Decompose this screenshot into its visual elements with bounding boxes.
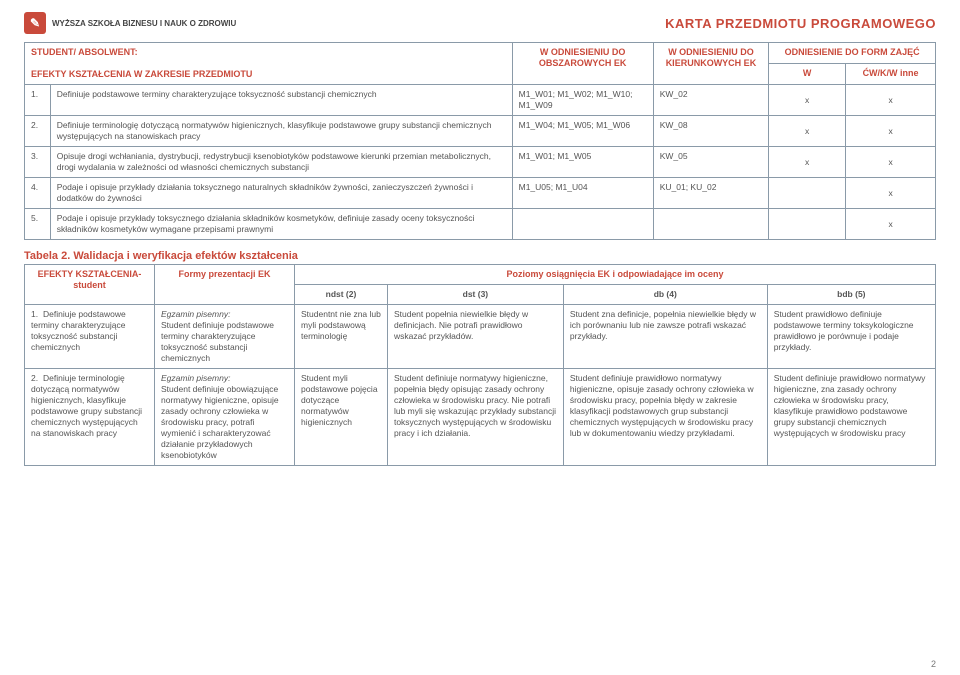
row-num: 5. (25, 209, 51, 240)
row-c3: M1_W01; M1_W02; M1_W10; M1_W09 (512, 85, 653, 116)
table-row: 2.Definiuje terminologię dotyczącą norma… (25, 369, 936, 466)
t2-h1: EFEKTY KSZTAŁCENIA- student (25, 265, 155, 305)
t1-h4: W ODNIESIENIU DO KIERUNKOWYCH EK (653, 43, 768, 85)
row-w: x (769, 116, 846, 147)
row-w: x (769, 85, 846, 116)
table2-title: Tabela 2. Walidacja i weryfikacja efektó… (24, 250, 936, 262)
row-num: 2. (25, 116, 51, 147)
logo-block: ✎ WYŻSZA SZKOŁA Biznesu i Nauk o Zdrowiu (24, 12, 236, 34)
table-row: 2.Definiuje terminologię dotyczącą norma… (25, 116, 936, 147)
row-num: 1. (25, 85, 51, 116)
row-c4: KW_02 (653, 85, 768, 116)
t1-h1: STUDENT/ ABSOLWENT: (31, 47, 138, 57)
t1-h2: EFEKTY KSZTAŁCENIA W ZAKRESIE PRZEDMIOTU (31, 69, 252, 79)
t2-c1: 1.Definiuje podstawowe terminy charakter… (25, 305, 155, 369)
row-text: Definiuje podstawowe terminy charakteryz… (50, 85, 512, 116)
row-c4: KW_08 (653, 116, 768, 147)
row-c4 (653, 209, 768, 240)
row-c3: M1_W04; M1_W05; M1_W06 (512, 116, 653, 147)
logo-badge-icon: ✎ (24, 12, 46, 34)
row-c4: KW_05 (653, 147, 768, 178)
row-num: 3. (25, 147, 51, 178)
t2-g4: bdb (5) (767, 285, 935, 305)
row-c3: M1_U05; M1_U04 (512, 178, 653, 209)
t2-g2: Student popełnia niewielkie błędy w defi… (387, 305, 563, 369)
t2-g2: Student definiuje normatywy higieniczne,… (387, 369, 563, 466)
t2-g1: Student myli podstawowe pojęcia dotycząc… (295, 369, 388, 466)
row-text: Podaje i opisuje przykłady toksycznego d… (50, 209, 512, 240)
t2-g4: Student prawidłowo definiuje podstawowe … (767, 305, 935, 369)
t2-c2: Egzamin pisemny:Student definiuje podsta… (155, 305, 295, 369)
table-validation: EFEKTY KSZTAŁCENIA- student Formy prezen… (24, 264, 936, 466)
t2-g3: db (4) (563, 285, 767, 305)
t2-g1: ndst (2) (295, 285, 388, 305)
row-c3: M1_W01; M1_W05 (512, 147, 653, 178)
page-number: 2 (931, 659, 936, 669)
row-cw: x (846, 85, 936, 116)
row-cw: x (846, 209, 936, 240)
table-effects: STUDENT/ ABSOLWENT: EFEKTY KSZTAŁCENIA W … (24, 42, 936, 240)
page-title: KARTA PRZEDMIOTU PROGRAMOWEGO (665, 16, 936, 31)
t2-h2: Formy prezentacji EK (155, 265, 295, 305)
table-row: 4.Podaje i opisuje przykłady działania t… (25, 178, 936, 209)
row-text: Podaje i opisuje przykłady działania tok… (50, 178, 512, 209)
row-num: 4. (25, 178, 51, 209)
t1-h5a: W (769, 64, 846, 85)
logo-text: WYŻSZA SZKOŁA Biznesu i Nauk o Zdrowiu (52, 19, 236, 28)
t2-c2: Egzamin pisemny:Student definiuje obowią… (155, 369, 295, 466)
row-cw: x (846, 116, 936, 147)
row-c4: KU_01; KU_02 (653, 178, 768, 209)
t2-g1: Studentnt nie zna lub myli podstawową te… (295, 305, 388, 369)
t1-h3: W ODNIESIENIU DO OBSZAROWYCH EK (512, 43, 653, 85)
row-w (769, 209, 846, 240)
t2-g2: dst (3) (387, 285, 563, 305)
row-w: x (769, 147, 846, 178)
t2-h3: Poziomy osiągnięcia EK i odpowiadające i… (295, 265, 936, 285)
row-text: Opisuje drogi wchłaniania, dystrybucji, … (50, 147, 512, 178)
table-row: 1.Definiuje podstawowe terminy charakter… (25, 305, 936, 369)
table-row: 3.Opisuje drogi wchłaniania, dystrybucji… (25, 147, 936, 178)
t1-h5b: ĆW/K/W inne (846, 64, 936, 85)
t2-g4: Student definiuje prawidłowo normatywy h… (767, 369, 935, 466)
row-w (769, 178, 846, 209)
t1-h5: ODNIESIENIE DO FORM ZAJĘĆ (769, 43, 936, 64)
t2-g3: Student definiuje prawidłowo normatywy h… (563, 369, 767, 466)
row-cw: x (846, 147, 936, 178)
table-row: 1.Definiuje podstawowe terminy charakter… (25, 85, 936, 116)
table-row: 5.Podaje i opisuje przykłady toksycznego… (25, 209, 936, 240)
t2-g3: Student zna definicje, popełnia niewielk… (563, 305, 767, 369)
header-row: ✎ WYŻSZA SZKOŁA Biznesu i Nauk o Zdrowiu… (24, 12, 936, 34)
row-text: Definiuje terminologię dotyczącą normaty… (50, 116, 512, 147)
row-c3 (512, 209, 653, 240)
t2-c1: 2.Definiuje terminologię dotyczącą norma… (25, 369, 155, 466)
row-cw: x (846, 178, 936, 209)
